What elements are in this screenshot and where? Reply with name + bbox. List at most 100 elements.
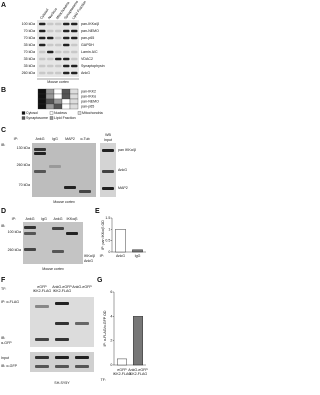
band [71, 36, 78, 40]
band [63, 50, 70, 54]
legend-label: Mitochondria [82, 111, 103, 115]
protein-label: AnkG [81, 71, 90, 75]
ib-label: IB: [1, 224, 5, 228]
y-tick-label: 4 [110, 314, 112, 318]
ip-label: IP: [14, 137, 18, 141]
legend-swatch [21, 116, 26, 120]
band [75, 356, 89, 359]
band [39, 71, 46, 75]
band [55, 302, 69, 305]
band [102, 187, 114, 190]
heat-cell [37, 98, 47, 105]
protein-label: IKKα/β [84, 254, 95, 258]
lane-label: AnkG [26, 217, 35, 221]
ib-label: IB: [1, 143, 5, 147]
band [34, 152, 46, 155]
band [55, 29, 62, 33]
heat-cell [61, 98, 71, 105]
row-label: pan-NEMO [81, 99, 99, 103]
ip-label: IP: [100, 254, 104, 258]
y-tick-label: 1.5 [105, 216, 110, 220]
lane-label: IgG [41, 217, 47, 221]
marker-label: 100 kDa [8, 230, 21, 234]
band [71, 50, 78, 54]
band [47, 22, 54, 26]
ib-label: IB: [1, 336, 5, 340]
protein-label: AnkG [84, 259, 93, 263]
legend-swatch [49, 116, 54, 120]
band [63, 57, 70, 61]
marker-label: 260 kDa [22, 71, 35, 75]
heat-cell [45, 98, 55, 105]
band [39, 36, 46, 40]
ib-label: IB: α-GFP [1, 364, 18, 368]
y-tick-label: 2 [110, 339, 112, 343]
bar [132, 249, 143, 253]
band [39, 29, 46, 33]
band [63, 22, 70, 26]
band [71, 71, 78, 75]
input-label: Input [104, 138, 112, 142]
band [47, 36, 54, 40]
marker-label: 70 kDa [19, 183, 30, 187]
heat-cell [45, 88, 55, 95]
legend-swatch [21, 111, 26, 115]
band [55, 356, 69, 359]
caption: Mouse cortex [42, 267, 64, 271]
row-label: pan-p65 [81, 104, 94, 108]
band [75, 322, 89, 325]
ip-label: IP: [12, 217, 16, 221]
marker-label: 130 kDa [17, 146, 30, 150]
y-tick-label: 0 [110, 363, 112, 367]
marker-label: 35 kDa [24, 43, 35, 47]
x-tick-label: AnkG-eGFP [128, 368, 148, 372]
marker-label: 70 kDa [24, 29, 35, 33]
band [47, 71, 54, 75]
lane-label: AnkG [54, 217, 63, 221]
marker-label: 35 kDa [24, 57, 35, 61]
protein-label: Lamin A/C [81, 50, 98, 54]
band [75, 365, 89, 368]
lane-label: IKK2-FLAG [53, 289, 72, 293]
marker-label: 100 kDa [22, 22, 35, 26]
protein-label: VDAC2 [81, 57, 93, 61]
band [64, 186, 76, 189]
heat-cell [45, 93, 55, 100]
x-tick-label: IgG [135, 254, 141, 258]
band [35, 365, 49, 368]
band [55, 64, 62, 68]
heat-cell [53, 93, 63, 100]
protein-label: MAP2 [118, 186, 128, 190]
band [55, 50, 62, 54]
y-tick-label: 0.5 [105, 239, 110, 243]
blot [37, 20, 79, 77]
band [66, 232, 78, 235]
band [39, 43, 46, 47]
band [55, 338, 69, 341]
legend-label: Synaptosome [26, 116, 48, 120]
protein-label: AnkG [118, 168, 127, 172]
band [24, 248, 36, 251]
band [39, 57, 46, 61]
panel-label: D [1, 208, 6, 215]
heat-cell [69, 103, 79, 110]
legend-swatch [77, 111, 82, 115]
wb-label: WB [105, 133, 111, 137]
protein-label: pan IKKα/β [118, 148, 136, 152]
caption: Mouse cortex [53, 200, 75, 204]
band [55, 36, 62, 40]
x-tick-label: IKK2-FLAG [129, 372, 148, 376]
heat-cell [53, 88, 63, 95]
band [39, 64, 46, 68]
band [24, 226, 36, 229]
band [55, 322, 69, 325]
band [63, 29, 70, 33]
page: {"panels":{ "A":{"label":"A","columns":[… [0, 0, 150, 390]
lane-label: MAP2 [65, 137, 75, 141]
row-label: pan-IKK2 [81, 89, 96, 93]
band [39, 50, 46, 54]
protein-label: GAPDH [81, 43, 94, 47]
heat-cell [37, 103, 47, 110]
lane-label: IKKα/β [67, 217, 78, 221]
panel-label: A [1, 2, 6, 9]
